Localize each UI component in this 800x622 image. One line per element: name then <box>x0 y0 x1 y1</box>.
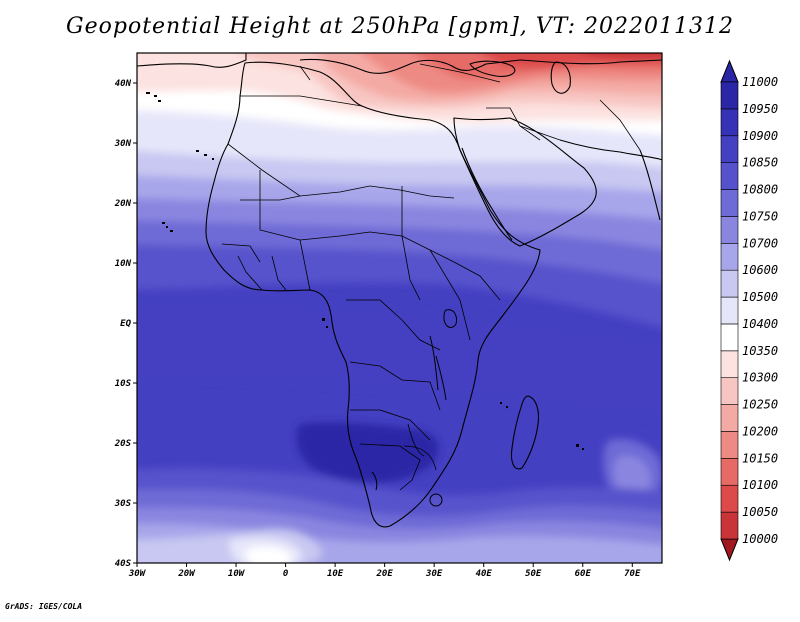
colorbar-label: 10850 <box>742 156 778 170</box>
lon-tick-label: 50E <box>525 569 542 579</box>
colorbar-swatch <box>720 242 739 271</box>
colorbar-label: 10150 <box>742 451 778 465</box>
lon-tick-label: 10E <box>327 569 344 579</box>
colorbar-swatch <box>720 81 739 110</box>
lon-tick-label: 20E <box>376 569 394 579</box>
height-field <box>137 53 662 563</box>
colorbar-label: 10900 <box>742 129 778 143</box>
colorbar-label: 11000 <box>742 75 778 89</box>
lat-tick-label: 20S <box>114 439 132 449</box>
colorbar-swatch <box>720 377 739 405</box>
colorbar-swatch <box>720 269 739 298</box>
axis-ticks <box>133 82 633 567</box>
colorbar-label: 10950 <box>742 102 778 116</box>
map-title: Geopotential Height at 250hPa [gpm], VT:… <box>66 14 734 39</box>
colorbar-label: 10800 <box>742 183 778 197</box>
colorbar-label: 10300 <box>742 371 778 385</box>
colorbar-label: 10050 <box>742 505 778 519</box>
lon-tick-label: 20W <box>177 569 196 579</box>
colorbar-swatch <box>720 323 739 352</box>
colorbar-swatch <box>720 108 739 137</box>
colorbar-swatch <box>720 296 739 325</box>
colorbar-label: 10250 <box>742 398 778 412</box>
colorbar-swatch <box>720 458 739 486</box>
colorbar-triangle-high <box>720 59 739 83</box>
lon-tick-label: 70E <box>624 569 641 579</box>
colorbar-label: 10000 <box>742 532 778 546</box>
colorbar-label: 10350 <box>742 344 778 358</box>
lon-tick-label: 10W <box>228 569 246 579</box>
colorbar-label: 10700 <box>742 236 778 250</box>
colorbar-swatch <box>720 350 739 379</box>
colorbar-label: 10200 <box>742 424 778 438</box>
colorbar-swatch <box>720 484 739 513</box>
lat-tick-label: 10S <box>115 379 132 389</box>
colorbar-swatch <box>720 404 739 432</box>
lon-tick-label: 30W <box>128 569 147 579</box>
lakes <box>371 309 457 507</box>
colorbar-swatch <box>720 189 739 217</box>
lat-tick-label: 20N <box>114 199 132 209</box>
lat-tick-label: EQ <box>120 319 131 329</box>
colorbar-swatch <box>720 135 739 163</box>
lat-tick-label: 10N <box>115 259 132 269</box>
islands <box>146 92 584 450</box>
lat-tick-label: 30N <box>114 139 132 149</box>
colorbar-swatch <box>720 431 739 459</box>
lon-tick-label: 60E <box>575 569 592 579</box>
lat-tick-label: 40S <box>115 559 132 569</box>
lon-tick-label: 40E <box>476 569 493 579</box>
colorbar-label: 10750 <box>742 209 778 223</box>
colorbar-swatch <box>720 216 739 244</box>
colorbar-swatch <box>720 511 739 540</box>
colorbar-triangle-low <box>720 538 739 562</box>
lat-tick-label: 30S <box>114 499 132 509</box>
colorbar-label: 10500 <box>742 290 778 304</box>
footer-credit: GrADS: IGES/COLA <box>5 602 83 611</box>
coastlines <box>137 53 662 528</box>
lat-axis-labels: 40S 30S 20S 10S EQ 10N 20N 30N 40N <box>114 79 132 569</box>
colorbar-swatch <box>720 162 739 190</box>
country-borders <box>221 63 641 491</box>
lon-tick-label: 0 <box>283 569 289 579</box>
colorbar-label: 10600 <box>742 263 778 277</box>
lat-tick-label: 40N <box>115 79 132 89</box>
lon-tick-label: 30E <box>425 569 443 579</box>
lon-axis-labels: 30W 20W 10W 0 10E 20E 30E 40E 50E 60E 70E <box>128 569 641 579</box>
map-frame <box>136 52 663 564</box>
colorbar-label: 10400 <box>742 317 778 331</box>
colorbar: 10000 10050 10100 10150 10200 10250 10300 10350… <box>720 59 778 562</box>
colorbar-label: 10100 <box>742 478 778 492</box>
